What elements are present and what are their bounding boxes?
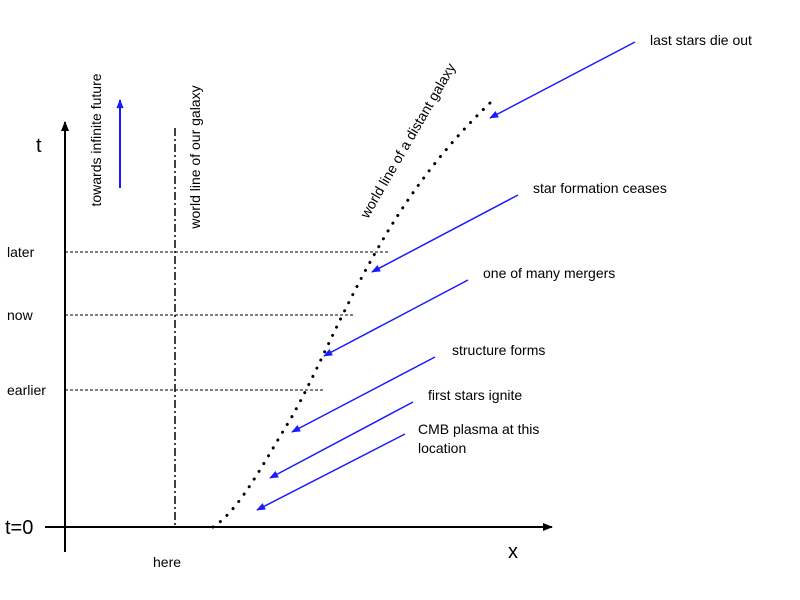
event-arrow bbox=[291, 356, 436, 433]
event-label: star formation ceases bbox=[533, 180, 667, 196]
event-arrow bbox=[323, 279, 469, 357]
event-arrow bbox=[269, 401, 414, 479]
event-label: location bbox=[418, 440, 466, 456]
here-label: here bbox=[153, 554, 181, 570]
later-label: later bbox=[7, 244, 35, 260]
now-label: now bbox=[7, 307, 34, 323]
distant-galaxy-label: world line of a distant galaxy bbox=[356, 60, 458, 221]
earlier-label: earlier bbox=[7, 382, 46, 398]
event-arrows bbox=[256, 41, 636, 511]
event-label: CMB plasma at this bbox=[418, 421, 539, 437]
event-label: first stars ignite bbox=[428, 387, 522, 403]
future-label: towards infinite future bbox=[88, 73, 104, 206]
t-label: t bbox=[36, 135, 42, 157]
axes bbox=[45, 121, 553, 552]
origin-label: t=0 bbox=[5, 517, 33, 539]
event-arrow bbox=[256, 433, 406, 511]
x-label: x bbox=[508, 541, 518, 563]
event-arrow bbox=[371, 194, 519, 273]
event-arrow bbox=[489, 41, 636, 119]
time-lines bbox=[65, 251, 390, 391]
our-galaxy-label: world line of our galaxy bbox=[187, 85, 203, 229]
event-label: one of many mergers bbox=[483, 265, 615, 281]
event-label: structure forms bbox=[452, 342, 545, 358]
event-label: last stars die out bbox=[650, 32, 752, 48]
